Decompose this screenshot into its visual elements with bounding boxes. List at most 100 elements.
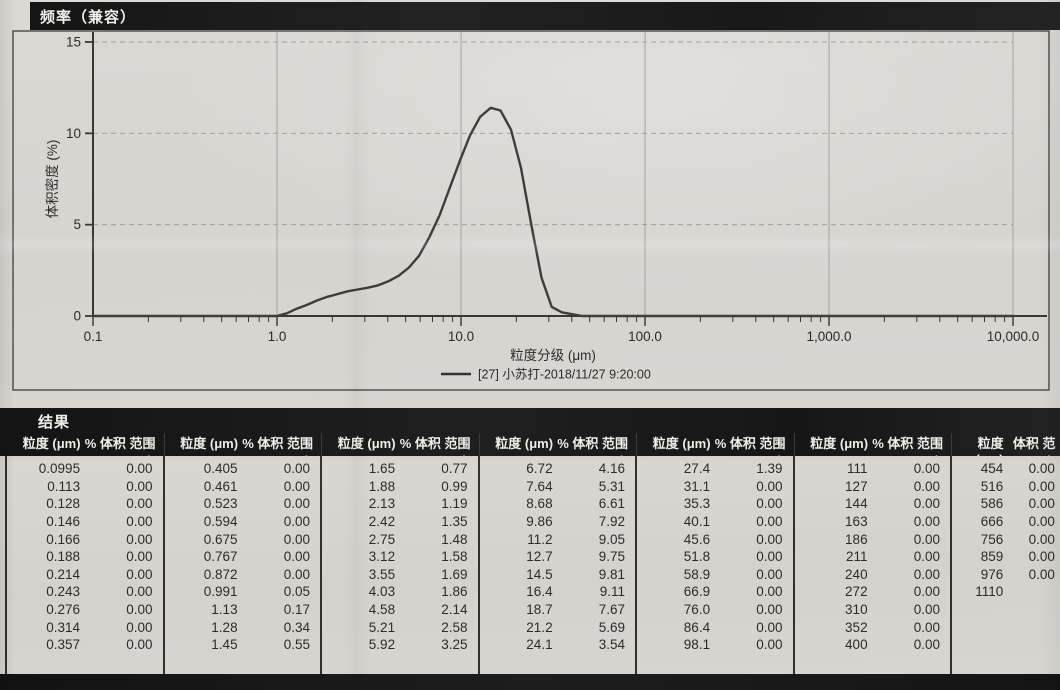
cell-size-value: 0.767 (203, 549, 238, 565)
results-table-columns: 0.0995 0.00 0.113 0.00 0.128 0.00 0.146 0.00 0.1… (5, 456, 1060, 674)
col-header-volume-pct: 体积 范围内 (1012, 436, 1056, 456)
x-tick-label: 100.0 (628, 329, 662, 344)
table-row: 1.88 0.99 (322, 478, 478, 496)
results-column-group-header: 粒度 (μm) 体积 范围内 (952, 433, 1060, 456)
cell-size-value: 127 (845, 478, 868, 494)
cell-volume-pct-value: 0.00 (283, 496, 310, 512)
table-row: 0.214 0.00 (7, 566, 163, 584)
cell-size-value: 0.675 (203, 531, 238, 547)
results-column-group-header: 粒度 (μm)% 体积 范围内 (637, 433, 795, 456)
cell-volume-pct-value: 0.00 (1028, 514, 1055, 530)
cell-volume-pct-value: 5.31 (598, 478, 625, 494)
cell-volume-pct-value: 0.00 (1028, 566, 1055, 582)
table-row: 976 0.00 (952, 566, 1060, 584)
x-tick-label: 1,000.0 (806, 329, 851, 344)
table-row: 86.4 0.00 (637, 618, 793, 636)
cell-volume-pct-value: 0.00 (1028, 461, 1055, 477)
table-row: 3.55 1.69 (322, 566, 478, 584)
col-header-size: 粒度 (μm) (180, 436, 239, 451)
table-row: 0.357 0.00 (7, 636, 163, 654)
cell-volume-pct-value: 1.69 (441, 566, 468, 582)
table-row: 0.113 0.00 (7, 478, 163, 496)
cell-size-value: 0.276 (46, 602, 81, 618)
results-column-group: 27.4 1.39 31.1 0.00 35.3 0.00 40.1 0.00 45.6 0.00… (637, 456, 795, 674)
cell-volume-pct-value: 4.16 (598, 461, 625, 477)
table-row: 0.405 0.00 (165, 460, 321, 478)
cell-volume-pct-value: 0.00 (913, 461, 940, 477)
cell-size-value: 516 (980, 478, 1004, 494)
cell-volume-pct-value: 0.00 (1028, 496, 1055, 512)
cell-size-value: 976 (980, 566, 1004, 582)
results-column-group: 6.72 4.16 7.64 5.31 8.68 6.61 9.86 7.92 11.2 9.05… (480, 456, 637, 674)
cell-volume-pct-value: 0.00 (126, 514, 153, 530)
cell-volume-pct-value: 0.00 (283, 478, 310, 494)
cell-size-value: 4.03 (368, 584, 396, 600)
x-tick-label: 10,000.0 (987, 329, 1040, 344)
x-axis-title: 粒度分级 (μm) (510, 348, 596, 363)
results-column-group: 0.405 0.00 0.461 0.00 0.523 0.00 0.594 0.00 0.67… (165, 456, 322, 674)
col-header-volume-pct: % 体积 范围内 (399, 436, 471, 456)
cell-size-value: 0.0995 (38, 461, 81, 477)
cell-size-value: 31.1 (683, 478, 711, 494)
col-header-size: 粒度 (μm) (22, 436, 81, 451)
cell-size-value: 666 (980, 514, 1004, 530)
cell-volume-pct-value: 0.00 (283, 531, 310, 547)
table-row: 163 0.00 (795, 513, 951, 531)
cell-volume-pct-value: 0.00 (283, 549, 310, 565)
table-row: 586 0.00 (952, 495, 1060, 513)
table-row: 6.72 4.16 (480, 460, 636, 478)
table-row: 756 0.00 (952, 530, 1060, 548)
cell-volume-pct-value: 0.00 (283, 461, 310, 477)
table-row: 0.594 0.00 (165, 513, 321, 531)
table-row: 0.991 0.05 (165, 583, 321, 601)
cell-volume-pct-value: 1.86 (441, 584, 468, 600)
cell-size-value: 586 (980, 496, 1004, 512)
table-row: 0.243 0.00 (7, 583, 163, 601)
table-row: 40.1 0.00 (637, 513, 793, 531)
table-row: 5.21 2.58 (322, 618, 478, 636)
y-axis-title: 体积密度 (%) (44, 140, 60, 219)
cell-volume-pct-value: 0.00 (913, 584, 940, 600)
cell-volume-pct-value: 0.00 (913, 602, 940, 618)
table-row: 1.13 0.17 (165, 601, 321, 619)
cell-size-value: 18.7 (526, 602, 553, 618)
cell-volume-pct-value: 0.00 (126, 461, 153, 477)
cell-volume-pct-value: 0.00 (756, 637, 783, 653)
table-row: 0.166 0.00 (7, 530, 163, 548)
table-row: 3.12 1.58 (322, 548, 478, 566)
table-row: 352 0.00 (795, 618, 951, 636)
table-row: 1.65 0.77 (322, 460, 478, 478)
cell-volume-pct-value: 0.00 (913, 549, 940, 565)
cell-size-value: 9.86 (526, 514, 553, 530)
results-column-group-header: 粒度 (μm)% 体积 范围内 (480, 433, 637, 456)
cell-volume-pct-value: 9.11 (599, 584, 625, 600)
cell-volume-pct-value: 0.00 (126, 619, 153, 635)
cell-size-value: 352 (845, 619, 868, 635)
cell-volume-pct-value: 6.61 (598, 496, 625, 512)
x-tick-label: 1.0 (268, 329, 287, 344)
table-row: 7.64 5.31 (480, 478, 636, 496)
cell-volume-pct-value: 0.00 (756, 602, 783, 618)
cell-volume-pct-value: 0.77 (441, 461, 468, 477)
cell-size-value: 0.461 (203, 478, 238, 494)
cell-volume-pct-value: 0.17 (283, 602, 310, 618)
cell-volume-pct-value: 3.25 (441, 637, 468, 653)
cell-size-value: 8.68 (526, 496, 553, 512)
results-column-headers: 粒度 (μm)% 体积 范围内粒度 (μm)% 体积 范围内粒度 (μm)% 体… (7, 433, 1060, 456)
results-column-group: 1.65 0.77 1.88 0.99 2.13 1.19 2.42 1.35 2.75 1.48… (322, 456, 480, 674)
cell-size-value: 0.128 (46, 496, 81, 512)
cell-volume-pct-value: 0.00 (756, 478, 783, 494)
cell-size-value: 0.405 (203, 461, 238, 477)
table-row: 66.9 0.00 (637, 583, 793, 601)
cell-size-value: 454 (980, 461, 1004, 477)
cell-size-value: 3.12 (368, 549, 396, 565)
cell-size-value: 45.6 (683, 531, 711, 547)
cell-size-value: 1.88 (368, 478, 396, 494)
x-tick-label: 10.0 (448, 329, 474, 344)
table-row: 45.6 0.00 (637, 530, 793, 548)
table-row: 111 0.00 (795, 460, 951, 478)
cell-size-value: 0.872 (203, 566, 238, 582)
table-row: 666 0.00 (952, 513, 1060, 531)
table-row: 310 0.00 (795, 601, 951, 619)
cell-size-value: 2.13 (368, 496, 396, 512)
